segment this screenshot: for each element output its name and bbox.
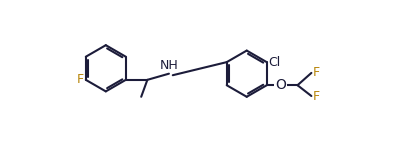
Text: F: F — [77, 73, 84, 86]
Text: F: F — [313, 90, 320, 102]
Text: Cl: Cl — [268, 56, 280, 69]
Text: O: O — [275, 78, 286, 92]
Text: NH: NH — [160, 59, 178, 72]
Text: F: F — [313, 66, 320, 79]
